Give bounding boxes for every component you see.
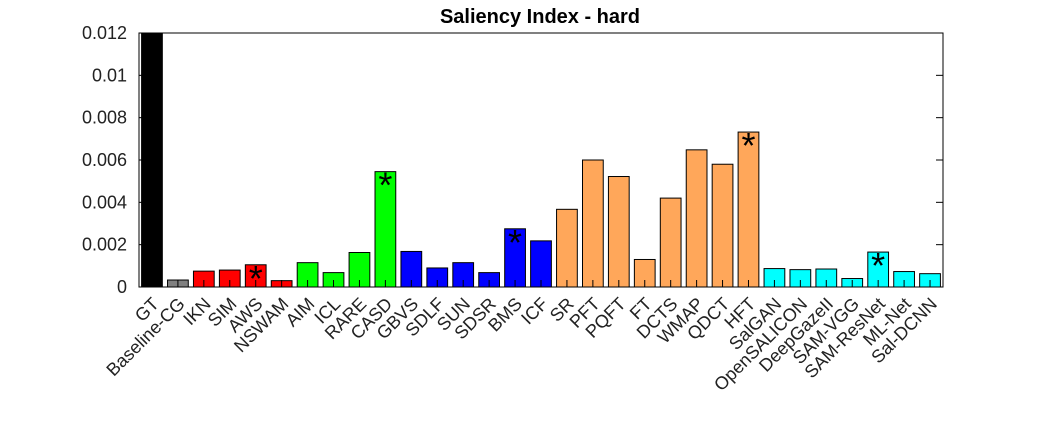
bar-pft — [582, 159, 604, 288]
y-tick-label: 0.004 — [82, 192, 127, 212]
annotation-bms: * — [508, 222, 522, 263]
annotation-hft: * — [741, 125, 755, 166]
y-tick-label: 0.002 — [82, 235, 127, 255]
annotation-casd: * — [378, 165, 392, 206]
bar-sr — [556, 208, 578, 288]
y-tick-label: 0.012 — [82, 23, 127, 43]
y-tick-label: 0.006 — [82, 150, 127, 170]
bar-pqft — [607, 176, 630, 288]
bar-qdct — [711, 163, 734, 288]
bars-layer — [141, 32, 941, 288]
bar-wmap — [685, 149, 708, 288]
y-tick-label: 0 — [117, 277, 127, 297]
annotation-aws: * — [249, 258, 263, 299]
annotation-sam-resnet: * — [871, 245, 885, 286]
axes-layer: *****00.0020.0040.0060.0080.010.012GTBas… — [82, 23, 944, 395]
y-tick-label: 0.008 — [82, 108, 127, 128]
chart-title: Saliency Index - hard — [440, 6, 640, 28]
bar-dcts — [659, 197, 682, 288]
y-tick-label: 0.01 — [92, 65, 127, 85]
